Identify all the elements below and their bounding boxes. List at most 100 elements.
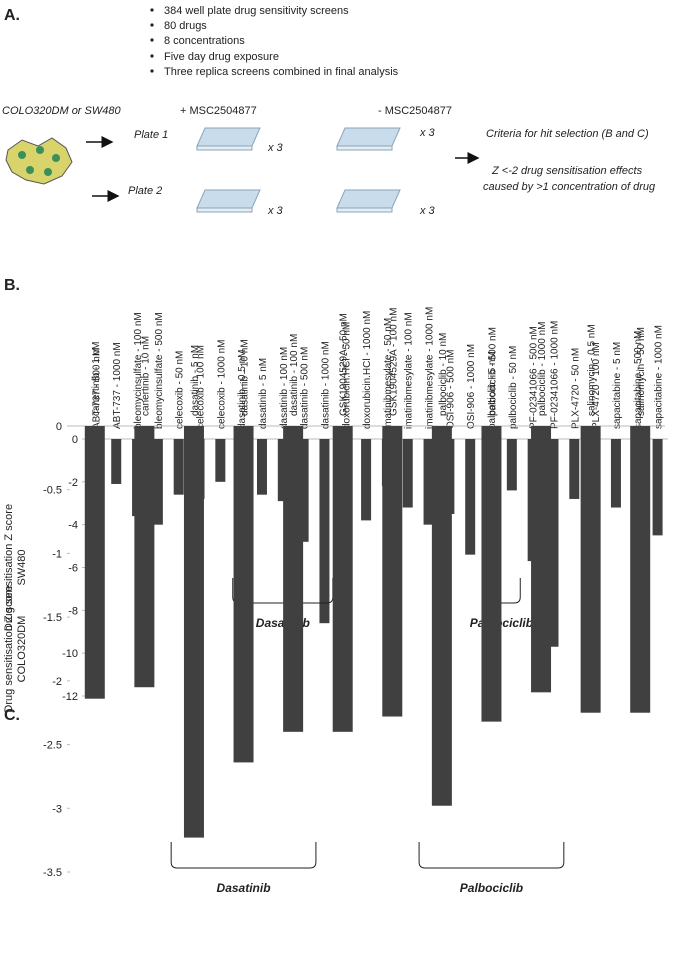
bar: [506, 439, 517, 491]
bar: [630, 426, 651, 713]
plus-compound: + MSC2504877: [180, 105, 257, 117]
x-tick-label: celecoxib - 100 nM: [196, 345, 207, 429]
x-tick-label: imatinibmesylate - 100 nM: [404, 312, 415, 429]
bar: [319, 439, 330, 624]
bar: [423, 439, 434, 525]
y-axis-label: COLO320DM: [16, 616, 28, 683]
panel-label: C.: [4, 707, 20, 724]
bar: [134, 426, 155, 688]
bar: [256, 439, 267, 495]
y-tick-label: -3.5: [43, 867, 62, 879]
x-tick-label: bleomycinsulfate - 100 nM: [133, 312, 144, 429]
x-tick-label: sapacitabine - 500 nM: [633, 331, 644, 429]
bar: [652, 439, 663, 536]
bar: [332, 426, 353, 732]
bullets: 384 well plate drug sensitivity screens …: [150, 5, 399, 78]
x-tick-label: dasatinib - 5 nM: [258, 358, 269, 429]
y-tick-label: -6: [68, 563, 78, 575]
plates: [196, 127, 401, 213]
replicates: x 3: [419, 205, 436, 217]
x-tick-label: ABT-737 - 1000 nM: [112, 342, 123, 429]
x-tick-label: PF-02341066 - 500 nM: [529, 326, 540, 429]
x-tick-label: dasatinib - 10 nM: [240, 339, 251, 416]
plate-label: Plate 2: [128, 185, 162, 197]
y-tick-label: -2.5: [43, 740, 62, 752]
x-tick-label: GSK1904529A - 50 nM: [339, 313, 350, 416]
bullet-text: 8 concentrations: [164, 35, 245, 47]
panel-label: A.: [4, 7, 20, 24]
y-tick-label: 0: [56, 421, 62, 433]
x-tick-label: OSI-906 - 1000 nM: [466, 344, 477, 429]
bar: [382, 426, 403, 717]
y-tick-label: -8: [68, 605, 78, 617]
annotation: Palbociclib: [460, 881, 523, 895]
x-tick-label: ABT-737 - 500 nM: [91, 348, 102, 429]
bar: [277, 439, 288, 502]
x-tick-label: dasatinib - 5 nM: [190, 345, 201, 416]
bullet-text: 384 well plate drug sensitivity screens: [164, 5, 349, 17]
annotation: Dasatinib: [217, 881, 271, 895]
x-tick-label: sapacitabine - 1000 nM: [654, 325, 665, 429]
panel-label: B.: [4, 277, 20, 294]
bar: [183, 426, 204, 838]
x-tick-label: GSK1904529A - 100 nM: [388, 308, 399, 416]
y-tick-label: -1: [52, 548, 62, 560]
x-tick-label: palbociclib - 10 nM: [438, 333, 449, 416]
bar: [84, 426, 105, 699]
bar: [610, 439, 621, 508]
x-tick-label: doxorubicin.HCl - 1000 nM: [362, 311, 373, 429]
x-tick-label: sapacitabine - 5 nM: [612, 342, 623, 429]
x-tick-label: bleomycinsulfate - 500 nM: [154, 312, 165, 429]
y-tick-label: -2: [68, 477, 78, 489]
x-tick-label: PF-02341066 - 1000 nM: [549, 321, 560, 429]
x-tick-label: imatinibmesylate - 1000 nM: [425, 307, 436, 429]
y-tick-label: -12: [62, 691, 78, 703]
x-tick-label: salinomycin - 0.5 nM: [587, 324, 598, 416]
x-tick-label: dasatinib - 0.5 nM: [237, 350, 248, 430]
x-tick-label: PLX-4720 - 100 nM: [591, 342, 602, 429]
panel-a: A. 384 well plate drug sensitivity scree…: [2, 5, 656, 217]
x-tick-label: dasatinib - 1000 nM: [320, 341, 331, 429]
bar: [481, 426, 502, 722]
x-tick-label: dasatinib - 100 nM: [289, 334, 300, 416]
x-tick-label: celecoxib - 1000 nM: [216, 340, 227, 430]
bullet-text: Three replica screens combined in final …: [164, 66, 399, 78]
bar: [548, 439, 559, 647]
y-tick-label: -3: [52, 803, 62, 815]
y-tick-label: 0: [72, 434, 78, 446]
x-tick-label: OSI-906 - 500 nM: [445, 350, 456, 429]
bar: [431, 426, 452, 806]
bar: [233, 426, 254, 763]
bar: [283, 426, 304, 732]
bullet-text: Five day drug exposure: [164, 51, 279, 63]
bar: [580, 426, 601, 713]
criteria: Z <-2 drug sensitisation effects: [491, 165, 643, 177]
bar: [152, 439, 163, 525]
y-tick-label: -4: [68, 520, 78, 532]
y-axis-label: Drug sensitisation Z score: [3, 585, 15, 712]
y-tick-label: -0.5: [43, 485, 62, 497]
cells-icon: [5, 137, 73, 185]
replicates: x 3: [419, 127, 436, 139]
bar: [173, 439, 184, 495]
bar: [402, 439, 413, 508]
bullet-text: 80 drugs: [164, 20, 207, 32]
criteria: Criteria for hit selection (B and C): [486, 128, 649, 140]
minus-compound: - MSC2504877: [378, 105, 452, 117]
x-tick-label: salinomycin - 50 nM: [636, 327, 647, 416]
criteria: caused by >1 concentration of drug: [483, 181, 656, 193]
bar: [531, 426, 552, 693]
bracket: [232, 578, 334, 604]
x-tick-label: palbociclib - 5 nM: [487, 351, 498, 429]
plate-label: Plate 1: [134, 129, 168, 141]
bracket: [418, 842, 565, 869]
replicates: x 3: [267, 142, 284, 154]
x-tick-label: PLX-4720 - 50 nM: [570, 348, 581, 429]
x-tick-label: dasatinib - 500 nM: [300, 347, 311, 429]
replicates: x 3: [267, 205, 284, 217]
x-tick-label: canertinib - 10 nM: [140, 336, 151, 416]
bar: [465, 439, 476, 555]
x-tick-label: celecoxib - 50 nM: [175, 351, 186, 429]
cell-lines: COLO320DM or SW480: [2, 105, 121, 117]
